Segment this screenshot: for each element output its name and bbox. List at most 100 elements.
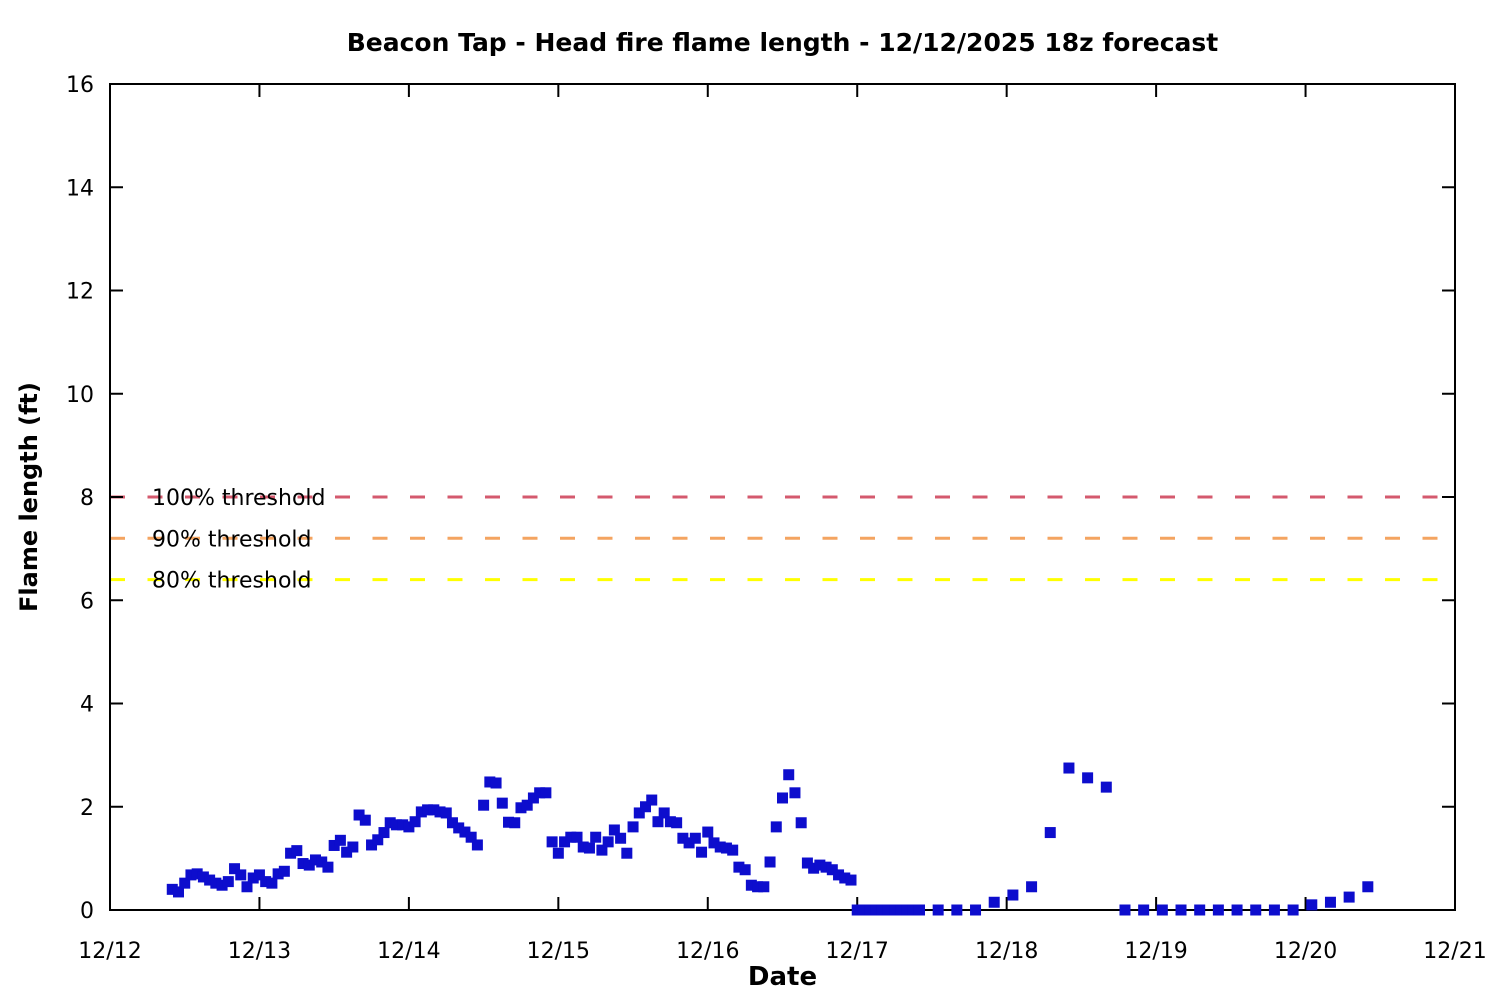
y-tick-label: 16 (66, 73, 94, 98)
data-point (334, 834, 346, 846)
data-point (664, 816, 676, 828)
x-tick-label: 12/21 (1423, 939, 1486, 964)
data-point (820, 861, 832, 873)
data-point (422, 804, 434, 816)
y-tick-label: 6 (80, 589, 94, 614)
data-point (714, 841, 726, 853)
x-tick-label: 12/15 (527, 939, 590, 964)
data-point (496, 797, 508, 809)
data-point (527, 792, 539, 804)
data-point (696, 846, 708, 858)
data-point (278, 865, 290, 877)
data-point (590, 831, 602, 843)
y-tick-label: 10 (66, 383, 94, 408)
data-point (932, 904, 944, 916)
data-point (291, 845, 303, 857)
x-tick-label: 12/14 (377, 939, 440, 964)
data-point (901, 904, 913, 916)
data-point (303, 859, 315, 871)
data-point (708, 837, 720, 849)
data-point (490, 777, 502, 789)
data-point (546, 836, 558, 848)
data-point (521, 799, 533, 811)
data-point (658, 807, 670, 819)
data-point (366, 839, 378, 851)
data-point (770, 821, 782, 833)
data-point (951, 904, 963, 916)
data-point (347, 841, 359, 853)
data-point (864, 904, 876, 916)
y-tick-label: 8 (80, 486, 94, 511)
data-point (615, 832, 627, 844)
data-point (889, 904, 901, 916)
data-point (471, 839, 483, 851)
data-point (266, 877, 278, 889)
data-point (197, 871, 209, 883)
data-point (814, 859, 826, 871)
data-point (764, 856, 776, 868)
data-point (316, 856, 328, 868)
data-point (353, 809, 365, 821)
x-tick-label: 12/17 (826, 939, 889, 964)
data-point (1175, 904, 1187, 916)
x-tick-label: 12/13 (228, 939, 291, 964)
data-point (403, 821, 415, 833)
data-point (652, 816, 664, 828)
data-point (515, 802, 527, 814)
y-tick-label: 4 (80, 693, 94, 718)
data-point (876, 904, 888, 916)
data-point (166, 883, 178, 895)
data-point (440, 807, 452, 819)
data-point (913, 904, 925, 916)
data-point (621, 847, 633, 859)
data-point (409, 816, 421, 828)
data-point (179, 877, 191, 889)
data-point (739, 864, 751, 876)
data-point (534, 787, 546, 799)
data-point (870, 904, 882, 916)
data-point (540, 787, 552, 799)
data-point (1194, 904, 1206, 916)
data-point (359, 814, 371, 826)
data-point (1156, 904, 1168, 916)
data-point (577, 841, 589, 853)
threshold-label-90: 90% threshold (152, 527, 312, 552)
data-point (907, 904, 919, 916)
data-point (1287, 904, 1299, 916)
data-point (857, 904, 869, 916)
data-point (478, 799, 490, 811)
data-point (608, 824, 620, 836)
data-point (851, 904, 863, 916)
data-point (758, 881, 770, 893)
chart-title: Beacon Tap - Head fire flame length - 12… (346, 28, 1219, 57)
data-point (683, 837, 695, 849)
data-point (633, 807, 645, 819)
data-point (1250, 904, 1262, 916)
data-point (596, 844, 608, 856)
data-point (415, 806, 427, 818)
y-tick-label: 12 (66, 280, 94, 305)
data-point (453, 822, 465, 834)
data-point (390, 819, 402, 831)
data-point (247, 872, 259, 884)
data-point (1119, 904, 1131, 916)
data-point (1268, 904, 1280, 916)
y-tick-label: 2 (80, 796, 94, 821)
data-point (671, 817, 683, 829)
x-tick-label: 12/16 (676, 939, 739, 964)
data-point (552, 847, 564, 859)
data-point (970, 904, 982, 916)
data-point (801, 857, 813, 869)
data-point (640, 801, 652, 813)
data-point (565, 831, 577, 843)
y-tick-label: 0 (80, 899, 94, 924)
data-point (260, 876, 272, 888)
data-point (1306, 899, 1318, 911)
data-point (465, 831, 477, 843)
data-point (845, 874, 857, 886)
data-point (328, 839, 340, 851)
data-point (727, 844, 739, 856)
data-point (216, 879, 228, 891)
